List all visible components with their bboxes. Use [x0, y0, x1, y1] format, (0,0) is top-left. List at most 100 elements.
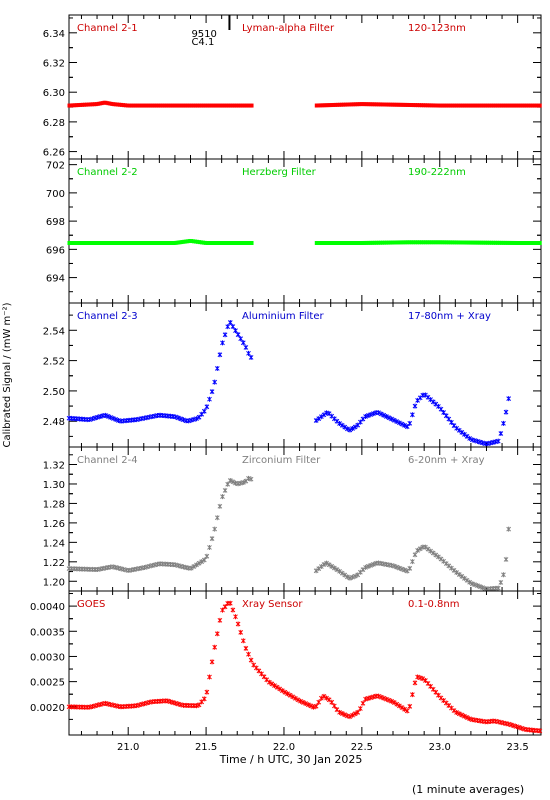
data-point [394, 102, 398, 107]
data-point [420, 676, 426, 682]
data-point [73, 103, 77, 108]
data-point [316, 103, 320, 108]
data-point [194, 703, 199, 709]
data-point [139, 241, 143, 245]
data-point [229, 241, 233, 245]
panel-4: 0.0020 0.0025 0.0030 0.0035 0.0040 21.0 21.5 22… [30, 590, 543, 753]
data-point [153, 241, 157, 245]
data-point [359, 102, 363, 107]
data-point [116, 241, 120, 245]
data-point [361, 102, 365, 107]
data-point [160, 103, 164, 108]
data-point [214, 515, 220, 521]
data-point [423, 103, 427, 108]
data-point [441, 240, 445, 245]
data-point [396, 240, 400, 245]
data-point [467, 435, 472, 441]
data-point [339, 570, 345, 576]
data-point [376, 410, 381, 416]
data-point [311, 704, 316, 710]
data-point [326, 103, 330, 108]
data-point [477, 584, 483, 590]
data-point [186, 239, 190, 244]
flare-class-label: C4.1 [191, 37, 214, 48]
data-point [389, 698, 394, 704]
data-point [86, 241, 90, 245]
data-point [240, 479, 246, 485]
data-point [110, 241, 114, 245]
data-point [79, 241, 83, 245]
data-point [129, 241, 133, 245]
data-point [338, 102, 342, 107]
data-point [517, 241, 521, 245]
data-point [290, 694, 296, 700]
data-point [108, 241, 112, 245]
data-point [371, 561, 376, 567]
data-point [349, 241, 353, 245]
data-point [127, 241, 131, 245]
data-point [538, 241, 542, 245]
data-point [394, 564, 400, 570]
data-point [367, 240, 371, 245]
data-point [400, 102, 404, 107]
data-point [225, 103, 229, 108]
data-point [453, 103, 457, 108]
data-point [159, 241, 163, 245]
data-point [491, 103, 495, 108]
data-point [475, 583, 480, 589]
data-point [454, 709, 459, 715]
data-point [83, 102, 87, 107]
data-point [332, 241, 336, 245]
data-point [295, 697, 301, 703]
data-point [248, 103, 252, 108]
data-point [347, 427, 353, 433]
data-point [369, 240, 373, 245]
data-point [201, 408, 207, 414]
data-point [240, 340, 246, 346]
data-point [188, 238, 192, 243]
data-point [157, 241, 161, 245]
data-point [100, 101, 104, 106]
data-point [320, 241, 324, 245]
data-point [212, 644, 218, 650]
data-point [399, 421, 405, 427]
data-point [235, 332, 241, 338]
data-point [330, 241, 334, 245]
data-point [196, 560, 202, 566]
data-point [342, 712, 348, 718]
data-point [105, 413, 111, 419]
data-point [423, 240, 427, 245]
panel-filter-label: Herzberg Filter [242, 167, 317, 178]
data-point [433, 103, 437, 108]
data-point [197, 240, 201, 245]
data-point [386, 697, 392, 703]
data-point [459, 712, 465, 718]
data-point [378, 694, 384, 700]
data-point [104, 100, 108, 105]
y-tick-label: 0.0040 [30, 602, 65, 613]
data-point [178, 103, 182, 108]
data-point [410, 692, 415, 698]
data-point [353, 241, 357, 245]
data-point [164, 103, 168, 108]
data-point [476, 240, 480, 245]
data-point [331, 703, 337, 709]
data-point [219, 103, 223, 108]
data-point [486, 103, 490, 108]
data-point [480, 240, 484, 245]
data-point [98, 241, 102, 245]
data-point [342, 102, 346, 107]
data-point [417, 240, 421, 245]
data-point [246, 475, 251, 481]
data-point [523, 103, 527, 108]
data-point [190, 103, 194, 108]
data-point [495, 585, 501, 591]
data-point [77, 103, 81, 108]
data-point [443, 240, 447, 245]
data-point [412, 403, 418, 409]
data-point [417, 103, 421, 108]
data-point [421, 240, 425, 245]
data-point [410, 412, 415, 418]
data-point [209, 103, 213, 108]
y-tick-label: 1.30 [43, 480, 65, 491]
